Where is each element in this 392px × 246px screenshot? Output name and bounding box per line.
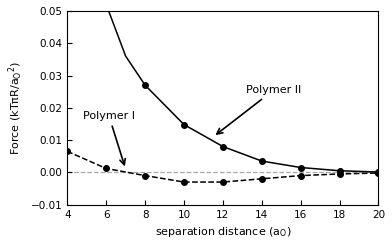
X-axis label: separation distance (a$_\mathregular{O}$): separation distance (a$_\mathregular{O}$…: [154, 225, 291, 239]
Text: Polymer I: Polymer I: [83, 111, 135, 165]
Y-axis label: Force (kTπR/a$_\mathregular{O}$$^\mathregular{2}$): Force (kTπR/a$_\mathregular{O}$$^\mathre…: [7, 61, 25, 155]
Text: Polymer II: Polymer II: [217, 85, 301, 134]
